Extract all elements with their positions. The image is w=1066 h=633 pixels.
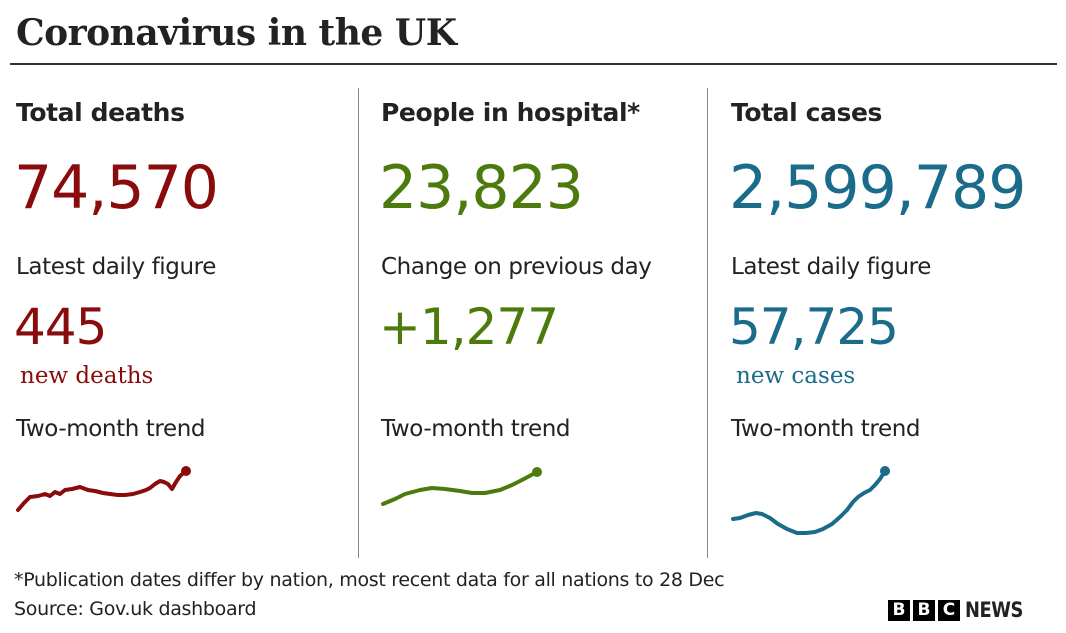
deaths-trend-label: Two-month trend xyxy=(16,416,206,442)
hospital-sparkline-end xyxy=(532,467,542,477)
cases-total: 2,599,789 xyxy=(729,153,1026,223)
cases-sparkline xyxy=(731,469,887,535)
cases-unit: new cases xyxy=(736,363,856,389)
hospital-heading: People in hospital* xyxy=(381,98,640,127)
bbc-news-logo: B B C NEWS xyxy=(888,598,1033,622)
page-title: Coronavirus in the UK xyxy=(16,12,457,54)
hospital-sparkline xyxy=(381,470,539,506)
deaths-unit: new deaths xyxy=(20,363,154,389)
column-divider xyxy=(358,88,359,558)
cases-daily-value: 57,725 xyxy=(729,298,899,356)
deaths-daily-label: Latest daily figure xyxy=(16,254,216,280)
hospital-change-value: +1,277 xyxy=(379,298,559,356)
footnote: *Publication dates differ by nation, mos… xyxy=(14,569,725,591)
hospital-trend-label: Two-month trend xyxy=(381,416,571,442)
logo-word: NEWS xyxy=(965,598,1023,622)
hospital-change-label: Change on previous day xyxy=(381,254,652,280)
logo-letter: B xyxy=(913,599,935,621)
title-rule xyxy=(10,63,1057,65)
cases-daily-label: Latest daily figure xyxy=(731,254,931,280)
logo-letter: B xyxy=(888,599,910,621)
deaths-sparkline xyxy=(16,469,188,512)
logo-letter: C xyxy=(938,599,960,621)
source: Source: Gov.uk dashboard xyxy=(14,598,257,620)
deaths-total: 74,570 xyxy=(14,153,219,223)
deaths-sparkline-end xyxy=(181,466,191,476)
cases-trend-label: Two-month trend xyxy=(731,416,921,442)
deaths-daily-value: 445 xyxy=(14,298,107,356)
cases-heading: Total cases xyxy=(731,98,883,127)
deaths-heading: Total deaths xyxy=(16,98,185,127)
column-divider xyxy=(707,88,708,558)
hospital-total: 23,823 xyxy=(379,153,584,223)
cases-sparkline-end xyxy=(880,466,890,476)
